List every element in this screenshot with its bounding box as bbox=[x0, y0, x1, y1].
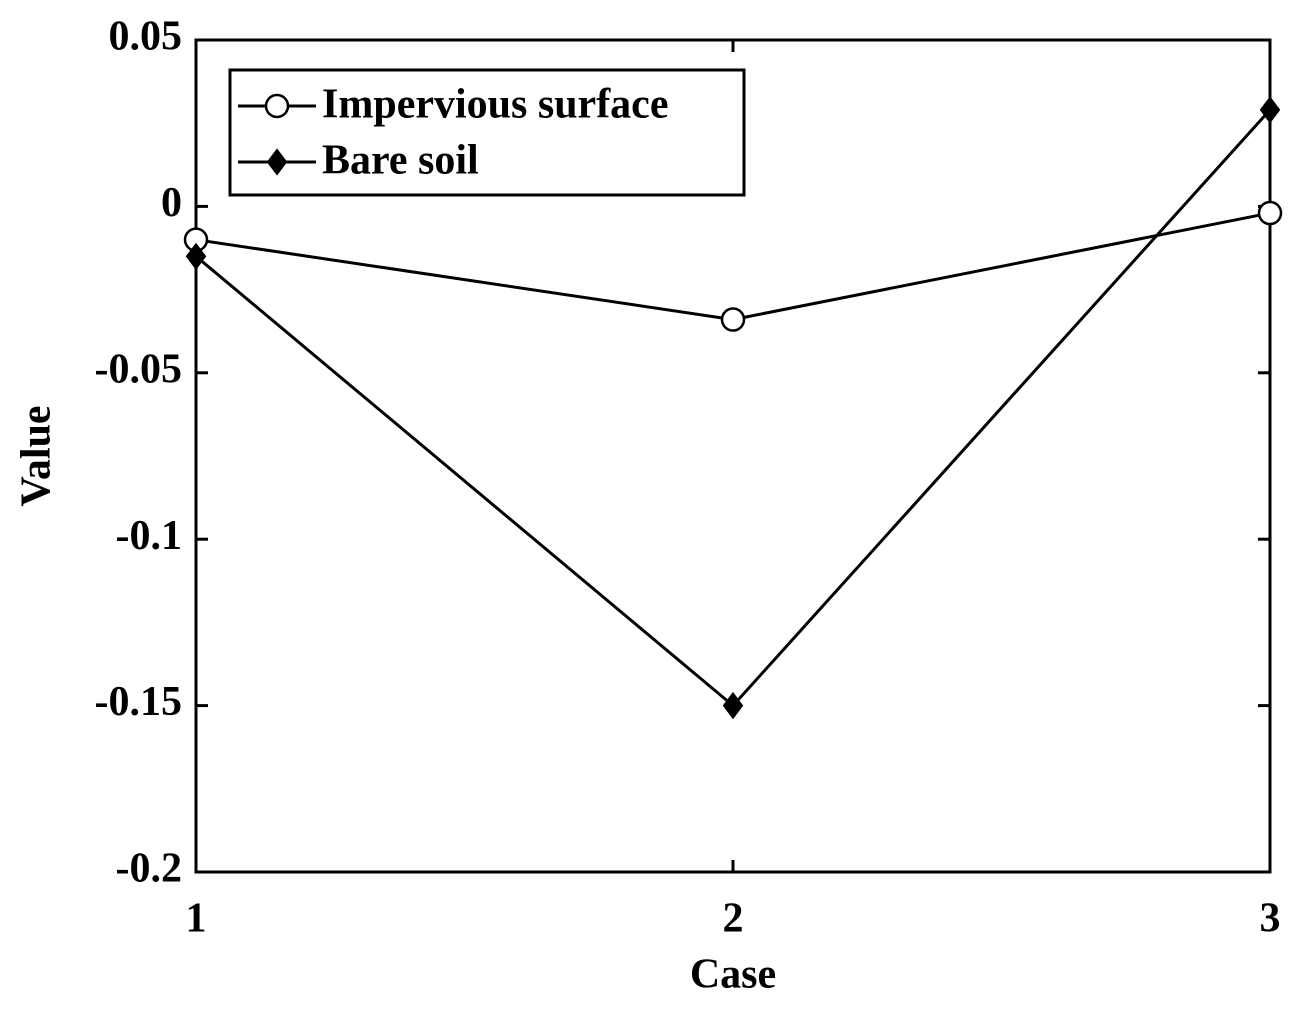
y-tick-label: 0 bbox=[161, 180, 182, 226]
marker bbox=[1259, 96, 1281, 124]
x-tick-label: 3 bbox=[1260, 896, 1281, 942]
marker bbox=[720, 307, 746, 332]
x-axis-label: Case bbox=[690, 952, 776, 998]
legend-box bbox=[228, 68, 746, 197]
marker bbox=[1257, 200, 1283, 226]
marker bbox=[722, 691, 744, 720]
y-tick-label: 0.05 bbox=[109, 14, 183, 60]
series-line bbox=[195, 108, 1272, 708]
y-tick-label: -0.1 bbox=[116, 513, 183, 559]
y-axis-label: Value bbox=[14, 405, 60, 506]
x-tick-label: 1 bbox=[186, 896, 207, 942]
legend-label: Bare soil bbox=[322, 138, 479, 184]
y-tick-label: -0.15 bbox=[95, 679, 183, 725]
y-tick-label: -0.05 bbox=[95, 346, 183, 392]
legend-label: Impervious surface bbox=[322, 82, 668, 128]
marker bbox=[266, 148, 288, 176]
series-line bbox=[195, 211, 1271, 322]
legend: Impervious surface Bare soil bbox=[228, 68, 746, 197]
marker bbox=[264, 93, 290, 119]
x-tick-label: 2 bbox=[723, 896, 744, 942]
y-tick-label: -0.2 bbox=[116, 846, 183, 892]
marker bbox=[185, 242, 207, 270]
